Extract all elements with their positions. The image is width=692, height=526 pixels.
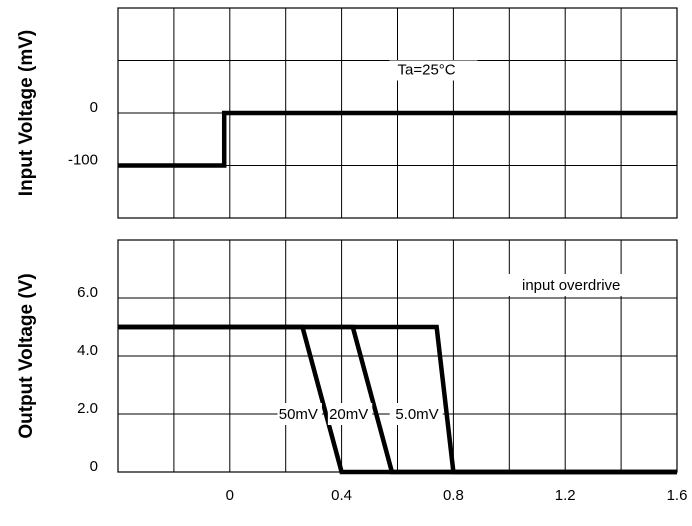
temperature-annotation: Ta=25°C xyxy=(398,62,456,79)
output-voltage-y-tick-labels: 0 2.0 4.0 6.0 xyxy=(77,284,98,475)
series-label-background xyxy=(327,403,373,425)
series-label: 5.0mV xyxy=(395,406,438,423)
legend-title-background xyxy=(499,274,646,296)
x-tick-label: 1.2 xyxy=(555,487,576,504)
output-voltage-axis-label: Output Voltage (V) xyxy=(16,273,37,438)
series-label: 50mV xyxy=(279,406,318,423)
output-voltage-curves xyxy=(118,324,677,475)
input-voltage-axis-label: Input Voltage (mV) xyxy=(16,30,37,196)
output-curve-5-0mv xyxy=(118,324,677,475)
series-labels: 50mV 20mV 5.0mV xyxy=(277,403,443,425)
x-tick-label: 0.4 xyxy=(331,487,352,504)
y-tick-label: 4.0 xyxy=(77,342,98,359)
y-tick-label: 0 xyxy=(90,458,98,475)
y-tick-label: 0 xyxy=(90,99,98,116)
input-voltage-y-tick-labels: 0 -100 xyxy=(68,99,98,169)
y-tick-label: 2.0 xyxy=(77,400,98,417)
time-x-tick-labels: 0 0.4 0.8 1.2 1.6 xyxy=(226,487,688,504)
series-label-background xyxy=(277,403,322,425)
input-voltage-panel: 0 -100 Input Voltage (mV) Ta=25°C xyxy=(16,7,678,219)
x-tick-label: 1.6 xyxy=(667,487,688,504)
legend-title: input overdrive xyxy=(522,277,620,294)
annotation-background xyxy=(389,60,478,81)
series-label-background xyxy=(389,403,443,425)
series-label: 20mV xyxy=(329,406,368,423)
input-voltage-curves xyxy=(118,110,677,168)
x-tick-label: 0.8 xyxy=(443,487,464,504)
output-voltage-panel: 0 2.0 4.0 6.0 0 0.4 0.8 1.2 1.6 Output Voltage … xyxy=(16,239,688,504)
y-tick-label: -100 xyxy=(68,152,98,169)
input-overdrive-legend: input overdrive xyxy=(499,274,646,296)
y-tick-label: 6.0 xyxy=(77,284,98,301)
x-tick-label: 0 xyxy=(226,487,234,504)
input-voltage-annotations: Ta=25°C xyxy=(389,60,478,81)
input-step-curve xyxy=(118,110,677,168)
